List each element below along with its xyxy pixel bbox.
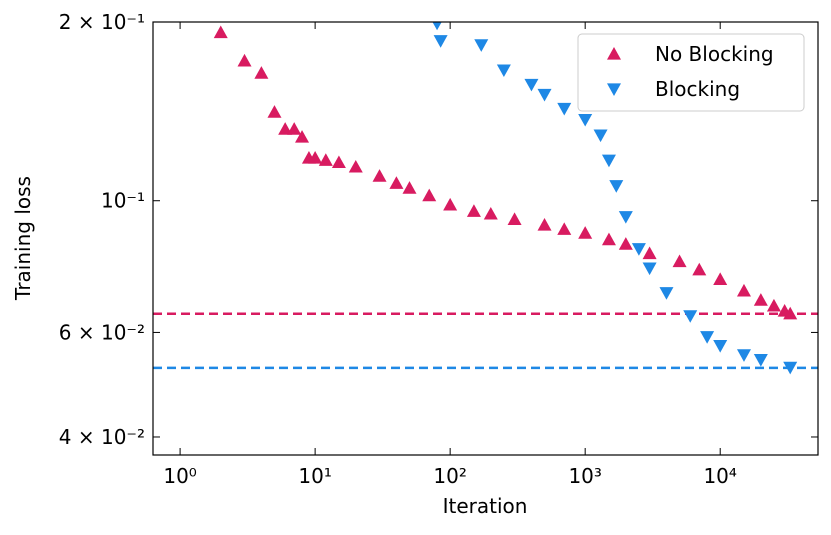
data-point bbox=[496, 64, 511, 78]
legend-box bbox=[577, 33, 805, 112]
data-point bbox=[631, 243, 646, 256]
x-tick-label: 10² bbox=[433, 464, 466, 488]
y-tick-label: 10⁻¹ bbox=[101, 189, 145, 213]
data-point bbox=[254, 66, 269, 79]
y-tick-label: 6 × 10⁻² bbox=[59, 320, 145, 344]
data-point bbox=[609, 180, 624, 193]
data-point bbox=[736, 283, 751, 297]
y-axis-label: Training loss bbox=[11, 176, 35, 301]
data-point bbox=[672, 254, 687, 268]
y-tick-label: 2 × 10⁻¹ bbox=[59, 10, 145, 34]
data-point bbox=[692, 262, 707, 276]
data-point bbox=[736, 349, 751, 362]
data-point bbox=[783, 306, 798, 320]
data-point bbox=[700, 331, 715, 344]
data-point bbox=[372, 169, 387, 182]
data-point bbox=[557, 222, 572, 235]
data-point bbox=[466, 204, 481, 217]
data-point bbox=[618, 211, 633, 224]
data-point bbox=[659, 287, 674, 300]
x-tick-label: 10⁰ bbox=[163, 464, 196, 488]
data-point bbox=[474, 39, 489, 52]
data-point bbox=[267, 105, 282, 118]
data-point bbox=[601, 232, 616, 246]
data-point bbox=[537, 218, 552, 231]
data-point bbox=[578, 226, 593, 239]
data-point bbox=[348, 159, 363, 173]
data-point bbox=[287, 122, 302, 135]
data-point bbox=[308, 151, 323, 164]
data-point bbox=[578, 113, 593, 127]
data-point bbox=[432, 22, 442, 31]
data-point bbox=[443, 197, 458, 211]
data-point bbox=[295, 130, 310, 143]
data-point bbox=[753, 354, 768, 367]
data-point bbox=[683, 310, 698, 323]
data-point bbox=[753, 293, 768, 306]
data-point bbox=[713, 340, 728, 353]
data-point bbox=[213, 25, 228, 39]
data-point bbox=[237, 53, 252, 67]
data-point bbox=[642, 246, 657, 260]
x-axis-label: Iteration bbox=[443, 494, 528, 518]
data-point bbox=[507, 212, 522, 226]
legend-label: Blocking bbox=[655, 77, 740, 101]
x-tick-label: 10¹ bbox=[298, 464, 331, 488]
data-point bbox=[783, 361, 798, 375]
data-point bbox=[593, 129, 608, 143]
data-point bbox=[483, 206, 498, 220]
legend-label: No Blocking bbox=[655, 42, 774, 66]
data-point bbox=[402, 181, 417, 194]
data-point bbox=[537, 88, 552, 102]
plot-frame bbox=[152, 21, 819, 456]
data-point bbox=[318, 153, 333, 166]
plot-area bbox=[153, 22, 818, 375]
data-point bbox=[331, 155, 346, 169]
data-point bbox=[713, 272, 728, 286]
data-point bbox=[618, 237, 633, 250]
data-point bbox=[524, 78, 539, 92]
x-tick-label: 10³ bbox=[568, 464, 601, 488]
x-tick-label: 10⁴ bbox=[703, 464, 736, 488]
data-point bbox=[766, 298, 781, 312]
data-point bbox=[601, 154, 616, 168]
data-point bbox=[642, 262, 657, 276]
legend-marker bbox=[607, 83, 621, 96]
legend-marker bbox=[607, 47, 621, 60]
y-tick-label: 4 × 10⁻² bbox=[59, 425, 145, 449]
data-point bbox=[433, 35, 448, 48]
data-point bbox=[557, 102, 572, 116]
data-point bbox=[389, 176, 404, 189]
data-point bbox=[278, 122, 293, 135]
data-point bbox=[422, 188, 437, 202]
